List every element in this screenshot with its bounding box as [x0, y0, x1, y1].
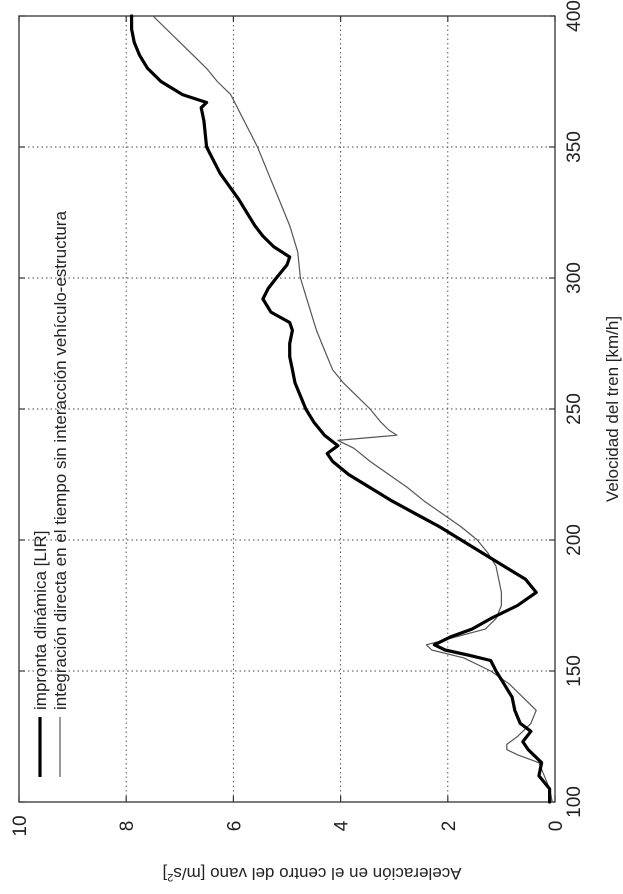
legend: impronta dinámica [LIR] integración dire… [31, 211, 70, 777]
x-tick-label: 100 [564, 786, 585, 818]
tick-layer: 100 150 200 250 300 350 400 0 2 4 6 8 10 [10, 0, 585, 836]
y-tick-label: 8 [117, 821, 138, 832]
y-tick-label: 4 [332, 820, 353, 831]
x-tick-label: 150 [564, 655, 585, 687]
x-tick-label: 200 [564, 524, 585, 556]
y-axis-title-close: ] [162, 864, 167, 883]
legend-label-direct: integración directa en el tiempo sin int… [51, 211, 70, 710]
y-tick-label: 6 [224, 821, 245, 832]
y-tick-label: 0 [546, 821, 567, 832]
legend-label-lir: impronta dinámica [LIR] [31, 530, 50, 710]
series-line-lir [130, 14, 552, 804]
y-tick-label: 2 [439, 821, 460, 832]
grid-layer [19, 16, 555, 802]
x-tick-label: 300 [564, 262, 585, 294]
x-axis-title: Velocidad del tren [km/h] [603, 316, 622, 502]
x-tick-label: 350 [564, 131, 585, 163]
x-tick-label: 400 [564, 0, 585, 32]
y-axis-title-sup: 2 [167, 871, 173, 883]
series-line-direct [152, 15, 553, 803]
y-axis-title-text: Aceleración en el centro del vano [m/s2] [162, 864, 461, 883]
x-tick-label: 250 [564, 393, 585, 425]
series-layer [130, 14, 553, 804]
y-tick-label: 10 [10, 815, 31, 836]
